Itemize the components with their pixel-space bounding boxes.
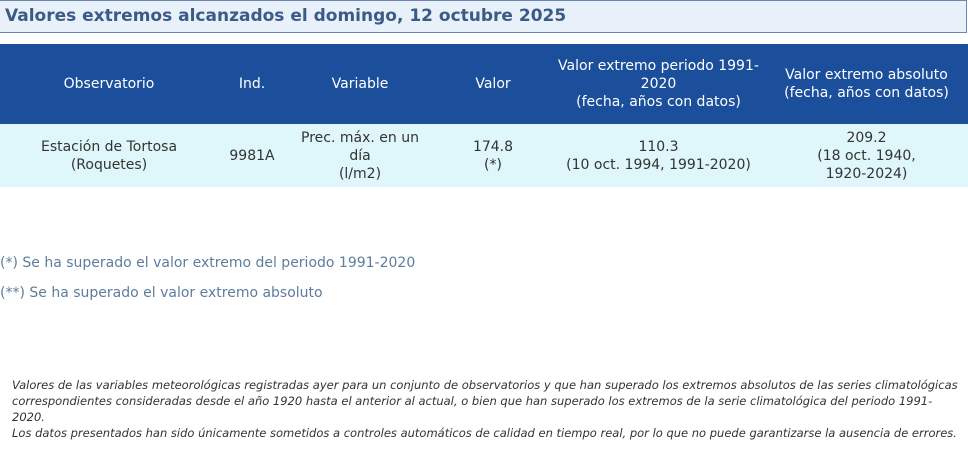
header-extremo-periodo: Valor extremo periodo 1991-2020 (fecha, … <box>552 44 765 124</box>
header-valor: Valor <box>434 44 552 124</box>
cell-extremo-periodo: 110.3 (10 oct. 1994, 1991-2020) <box>552 124 765 187</box>
page-title: Valores extremos alcanzados el domingo, … <box>5 6 567 26</box>
disclaimer: Valores de las variables meteorológicas … <box>12 377 962 441</box>
header-variable: Variable <box>286 44 434 124</box>
note-periodo: (*) Se ha superado el valor extremo del … <box>0 255 416 271</box>
cell-valor: 174.8 (*) <box>434 124 552 187</box>
header-ind: Ind. <box>218 44 286 124</box>
cell-ind: 9981A <box>218 124 286 187</box>
cell-variable: Prec. máx. en un día (l/m2) <box>286 124 434 187</box>
disclaimer-quality: Los datos presentados han sido únicament… <box>12 426 957 440</box>
table-header-row: Observatorio Ind. Variable Valor Valor e… <box>0 44 968 124</box>
title-bar: Valores extremos alcanzados el domingo, … <box>0 0 967 33</box>
disclaimer-text: Valores de las variables meteorológicas … <box>12 378 958 424</box>
header-observatorio: Observatorio <box>0 44 218 124</box>
note-absoluto: (**) Se ha superado el valor extremo abs… <box>0 285 323 301</box>
extremes-table: Observatorio Ind. Variable Valor Valor e… <box>0 44 968 187</box>
cell-observatorio: Estación de Tortosa (Roquetes) <box>0 124 218 187</box>
header-extremo-absoluto: Valor extremo absoluto (fecha, años con … <box>765 44 968 124</box>
table-row: Estación de Tortosa (Roquetes) 9981A Pre… <box>0 124 968 187</box>
cell-extremo-absoluto: 209.2 (18 oct. 1940, 1920-2024) <box>765 124 968 187</box>
